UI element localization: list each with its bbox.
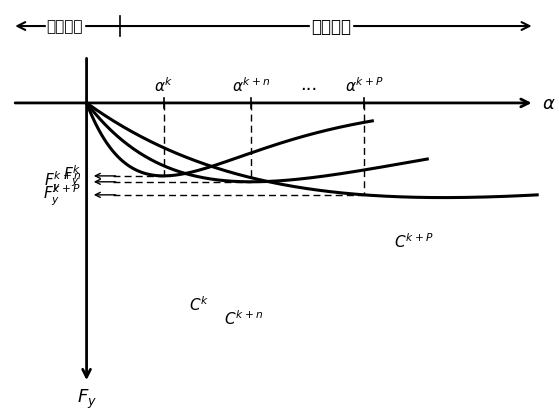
Text: $\alpha^k$: $\alpha^k$	[154, 76, 173, 95]
Text: ...: ...	[301, 76, 318, 94]
Text: 上一时刻: 上一时刻	[46, 19, 83, 34]
Text: $C^{k+n}$: $C^{k+n}$	[224, 309, 263, 328]
Text: $F_y^k$: $F_y^k$	[63, 164, 81, 189]
Text: $\alpha^{k+n}$: $\alpha^{k+n}$	[233, 76, 271, 95]
Text: 预测时域: 预测时域	[311, 18, 351, 36]
Text: $\alpha$: $\alpha$	[542, 95, 556, 113]
Text: $\alpha^{k+P}$: $\alpha^{k+P}$	[345, 76, 383, 95]
Text: $C^{k+P}$: $C^{k+P}$	[394, 232, 433, 251]
Text: $F_y^{k+n}$: $F_y^{k+n}$	[44, 170, 81, 195]
Text: $C^k$: $C^k$	[189, 295, 210, 313]
Text: $F_y^{k+P}$: $F_y^{k+P}$	[44, 183, 81, 208]
Text: $F_y$: $F_y$	[77, 387, 97, 410]
